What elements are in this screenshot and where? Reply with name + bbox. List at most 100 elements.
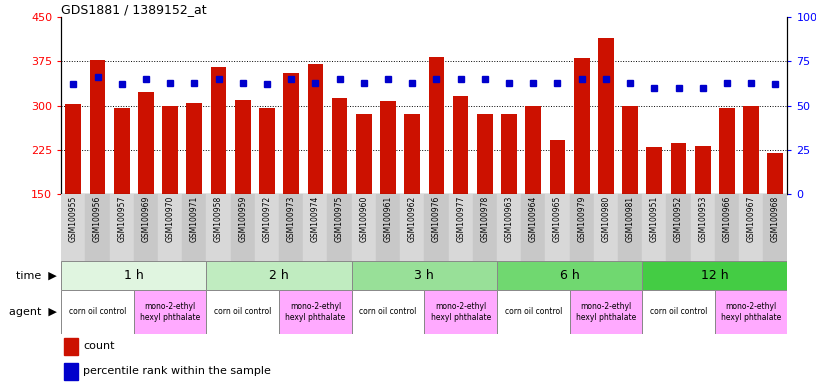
Text: GSM100967: GSM100967 [747, 196, 756, 242]
Text: GSM100975: GSM100975 [335, 196, 344, 242]
Bar [405, 114, 420, 194]
Bar [497, 194, 521, 261]
Text: GSM100977: GSM100977 [456, 196, 465, 242]
Bar [283, 73, 299, 194]
Bar [86, 194, 109, 261]
Bar [90, 60, 105, 194]
Text: mono-2-ethyl
hexyl phthalate: mono-2-ethyl hexyl phthalate [721, 302, 781, 322]
Text: GSM100974: GSM100974 [311, 196, 320, 242]
Bar [497, 261, 642, 290]
Text: GSM100972: GSM100972 [263, 196, 272, 242]
Bar [327, 194, 352, 261]
Bar [497, 290, 570, 334]
Text: 3 h: 3 h [415, 269, 434, 282]
Text: GSM100962: GSM100962 [408, 196, 417, 242]
Bar [65, 104, 81, 194]
Text: GSM100966: GSM100966 [722, 196, 731, 242]
Bar [763, 194, 787, 261]
Bar [187, 103, 202, 194]
Text: GSM100958: GSM100958 [214, 196, 223, 242]
Bar [424, 194, 449, 261]
Bar [279, 290, 352, 334]
Bar [642, 290, 715, 334]
Text: count: count [83, 341, 114, 351]
Bar [259, 108, 275, 194]
Bar [695, 146, 711, 194]
Text: corn oil control: corn oil control [359, 308, 417, 316]
Bar [158, 194, 182, 261]
Text: GSM100969: GSM100969 [141, 196, 150, 242]
Text: GSM100970: GSM100970 [166, 196, 175, 242]
Bar [380, 101, 396, 194]
Bar [526, 106, 541, 194]
Bar [739, 194, 763, 261]
Bar [206, 194, 231, 261]
Bar [477, 114, 493, 194]
Text: GSM100963: GSM100963 [504, 196, 513, 242]
Text: 12 h: 12 h [701, 269, 729, 282]
Text: GSM100955: GSM100955 [69, 196, 78, 242]
Text: corn oil control: corn oil control [650, 308, 707, 316]
Bar [646, 147, 662, 194]
Bar [114, 108, 130, 194]
Bar [352, 290, 424, 334]
Bar [211, 67, 226, 194]
Text: GSM100965: GSM100965 [553, 196, 562, 242]
Bar [574, 58, 589, 194]
Bar [667, 194, 690, 261]
Text: GDS1881 / 1389152_at: GDS1881 / 1389152_at [61, 3, 206, 16]
Bar [623, 106, 638, 194]
Text: GSM100952: GSM100952 [674, 196, 683, 242]
Text: mono-2-ethyl
hexyl phthalate: mono-2-ethyl hexyl phthalate [576, 302, 636, 322]
Text: agent  ▶: agent ▶ [9, 307, 57, 317]
Bar [671, 143, 686, 194]
Bar [162, 106, 178, 194]
Bar [570, 194, 594, 261]
Bar [618, 194, 642, 261]
Text: GSM100981: GSM100981 [626, 196, 635, 242]
Text: GSM100953: GSM100953 [698, 196, 707, 242]
Bar [428, 57, 444, 194]
Text: GSM100979: GSM100979 [577, 196, 586, 242]
Bar [134, 194, 158, 261]
Text: 6 h: 6 h [560, 269, 579, 282]
Bar [570, 290, 642, 334]
Bar [64, 338, 78, 355]
Bar [304, 194, 327, 261]
Text: GSM100960: GSM100960 [359, 196, 368, 242]
Bar [449, 194, 472, 261]
Bar [453, 96, 468, 194]
Text: mono-2-ethyl
hexyl phthalate: mono-2-ethyl hexyl phthalate [286, 302, 345, 322]
Bar [255, 194, 279, 261]
Bar [743, 106, 759, 194]
Bar [308, 65, 323, 194]
Bar [206, 290, 279, 334]
Bar [134, 290, 206, 334]
Text: GSM100951: GSM100951 [650, 196, 659, 242]
Bar [690, 194, 715, 261]
Text: GSM100978: GSM100978 [481, 196, 490, 242]
Bar [279, 194, 304, 261]
Bar [550, 140, 565, 194]
Bar [64, 362, 78, 380]
Bar [206, 261, 352, 290]
Text: GSM100968: GSM100968 [771, 196, 780, 242]
Bar [231, 194, 255, 261]
Bar [501, 114, 517, 194]
Text: GSM100964: GSM100964 [529, 196, 538, 242]
Bar [182, 194, 206, 261]
Bar [61, 290, 134, 334]
Text: GSM100957: GSM100957 [118, 196, 126, 242]
Bar [235, 100, 251, 194]
Text: 1 h: 1 h [124, 269, 144, 282]
Text: 2 h: 2 h [269, 269, 289, 282]
Bar [594, 194, 618, 261]
Text: corn oil control: corn oil control [214, 308, 272, 316]
Text: GSM100973: GSM100973 [286, 196, 295, 242]
Bar [545, 194, 570, 261]
Text: time  ▶: time ▶ [16, 270, 57, 281]
Text: GSM100959: GSM100959 [238, 196, 247, 242]
Bar [376, 194, 400, 261]
Text: GSM100980: GSM100980 [601, 196, 610, 242]
Bar [400, 194, 424, 261]
